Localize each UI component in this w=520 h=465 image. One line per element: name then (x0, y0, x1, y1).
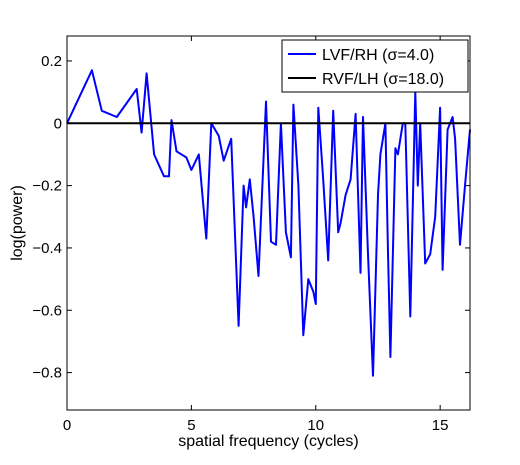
ticks-layer: 0 5 10 15 0.2 0 −0.2 −0.4 −0.6 −0.8 (32, 36, 470, 434)
y-tick-label: −0.2 (32, 178, 62, 195)
x-tick-label: 15 (432, 417, 449, 434)
y-axis-label: log(power) (9, 185, 26, 261)
legend: LVF/RH (σ=4.0) RVF/LH (σ=18.0) (281, 39, 469, 93)
x-tick-label: 0 (63, 417, 71, 434)
y-tick-label: −0.8 (32, 365, 62, 382)
y-tick-label: −0.6 (32, 302, 62, 319)
legend-label-1: RVF/LH (σ=18.0) (322, 71, 444, 88)
plot-frame (66, 35, 471, 411)
y-tick-label: 0 (54, 115, 62, 132)
x-tick-label: 10 (307, 417, 324, 434)
y-tick-label: −0.4 (32, 240, 62, 257)
series-line-0 (66, 69, 471, 377)
legend-label-0: LVF/RH (σ=4.0) (322, 47, 434, 64)
x-tick-label: 5 (187, 417, 195, 434)
series-layer (66, 69, 471, 377)
x-axis-label: spatial frequency (cycles) (178, 433, 359, 450)
legend-box (281, 39, 469, 93)
y-tick-label: 0.2 (41, 53, 62, 70)
